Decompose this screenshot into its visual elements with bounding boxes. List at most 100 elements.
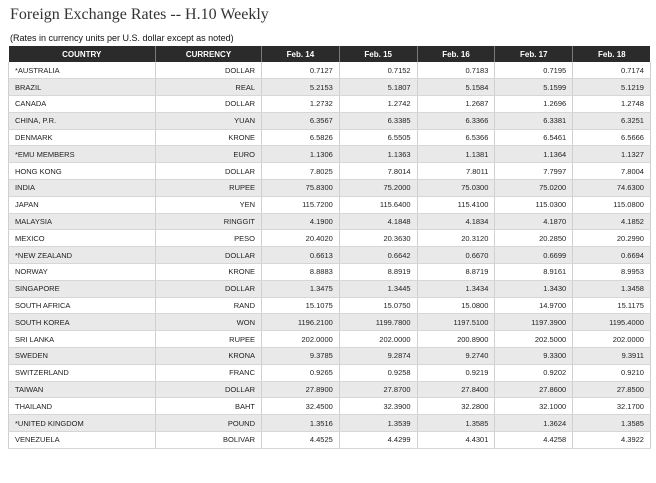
rate-cell: 1195.4000 (572, 313, 651, 332)
currency-cell: KRONE (155, 129, 262, 147)
rate-cell: 5.1584 (417, 78, 496, 97)
table-row: THAILAND BAHT 32.4500 32.3900 32.2800 32.1000… (8, 397, 651, 416)
rate-cell: 202.0000 (261, 330, 340, 349)
exchange-rates-table: COUNTRY CURRENCY Feb. 14 Feb. 15 Feb. 16… (8, 46, 651, 449)
rate-cell: 20.3120 (417, 229, 496, 248)
table-row: TAIWAN DOLLAR 27.8900 27.8700 27.8400 27.8600… (8, 381, 651, 399)
rate-cell: 1.1306 (261, 145, 340, 164)
rate-cell: 8.8919 (339, 263, 418, 281)
country-cell: MEXICO (8, 229, 156, 248)
country-cell: SOUTH KOREA (8, 313, 156, 332)
rate-cell: 0.6642 (339, 246, 418, 265)
rate-cell: 0.9219 (417, 364, 496, 382)
table-row: MEXICO PESO 20.4020 20.3630 20.3120 20.2850 20… (8, 229, 651, 248)
country-cell: CANADA (8, 95, 156, 113)
rate-cell: 75.8300 (261, 179, 340, 197)
rate-cell: 1.3624 (494, 414, 574, 433)
rate-cell: 1.1363 (339, 145, 418, 164)
rate-cell: 20.2990 (572, 229, 651, 248)
table-row: SWITZERLAND FRANC 0.9265 0.9258 0.9219 0.9202… (8, 364, 651, 382)
rate-cell: 1.3539 (339, 414, 418, 433)
table-body: *AUSTRALIA DOLLAR 0.7127 0.7152 0.7183 0.7195… (8, 62, 651, 449)
table-row: DENMARK KRONE 6.5826 6.5505 6.5366 6.5461 6.56… (8, 129, 651, 147)
rate-cell: 0.6694 (572, 246, 651, 265)
table-row: SRI LANKA RUPEE 202.0000 202.0000 200.8900 20… (8, 330, 651, 349)
rate-cell: 4.4258 (494, 431, 574, 449)
currency-cell: EURO (155, 145, 262, 164)
rate-cell: 0.9258 (339, 364, 418, 382)
table-row: INDIA RUPEE 75.8300 75.2000 75.0300 75.0200 74… (8, 179, 651, 197)
rate-cell: 6.5366 (417, 129, 496, 147)
rate-cell: 4.1834 (417, 213, 496, 231)
rate-cell: 8.8719 (417, 263, 496, 281)
table-row: NORWAY KRONE 8.8883 8.8919 8.8719 8.9161 8.995… (8, 263, 651, 281)
rate-cell: 1.3458 (572, 280, 651, 298)
table-row: VENEZUELA BOLIVAR 4.4525 4.4299 4.4301 4.4258… (8, 431, 651, 449)
rate-cell: 6.5505 (339, 129, 418, 147)
currency-cell: RUPEE (155, 179, 262, 197)
rate-cell: 32.3900 (339, 397, 418, 416)
country-cell: TAIWAN (8, 381, 156, 399)
rate-cell: 20.4020 (261, 229, 340, 248)
currency-cell: POUND (155, 414, 262, 433)
country-cell: *UNITED KINGDOM (8, 414, 156, 433)
currency-cell: DOLLAR (155, 280, 262, 298)
currency-cell: FRANC (155, 364, 262, 382)
rate-cell: 115.0300 (494, 196, 574, 214)
rate-cell: 8.9161 (494, 263, 574, 281)
country-cell: DENMARK (8, 129, 156, 147)
country-cell: VENEZUELA (8, 431, 156, 449)
rate-cell: 6.3381 (494, 112, 574, 130)
table-row: JAPAN YEN 115.7200 115.6400 115.4100 115.0300… (8, 196, 651, 214)
rate-cell: 27.8500 (572, 381, 651, 399)
rate-cell: 9.3300 (494, 347, 574, 365)
country-cell: SWITZERLAND (8, 364, 156, 382)
rate-cell: 1197.3900 (494, 313, 574, 332)
table-header-row: COUNTRY CURRENCY Feb. 14 Feb. 15 Feb. 16… (8, 46, 651, 62)
rate-cell: 0.7183 (417, 62, 496, 80)
rate-cell: 7.8014 (339, 162, 418, 181)
rate-cell: 9.2740 (417, 347, 496, 365)
currency-cell: KRONE (155, 263, 262, 281)
currency-cell: DOLLAR (155, 95, 262, 113)
table-row: CHINA, P.R. YUAN 6.3567 6.3385 6.3366 6.3381 6… (8, 112, 651, 130)
rate-cell: 75.0200 (494, 179, 574, 197)
rate-cell: 0.6613 (261, 246, 340, 265)
rate-cell: 4.1852 (572, 213, 651, 231)
column-header-date: Feb. 16 (417, 46, 496, 62)
rate-cell: 27.8400 (417, 381, 496, 399)
currency-cell: REAL (155, 78, 262, 97)
currency-cell: PESO (155, 229, 262, 248)
currency-cell: YUAN (155, 112, 262, 130)
rate-cell: 8.8883 (261, 263, 340, 281)
rate-cell: 1197.5100 (417, 313, 496, 332)
country-cell: *AUSTRALIA (8, 62, 156, 80)
table-row: *UNITED KINGDOM POUND 1.3516 1.3539 1.3585 1.… (8, 414, 651, 433)
table-row: SOUTH AFRICA RAND 15.1075 15.0750 15.0800 14.… (8, 297, 651, 315)
rate-cell: 115.6400 (339, 196, 418, 214)
rate-cell: 4.3922 (572, 431, 651, 449)
table-row: SINGAPORE DOLLAR 1.3475 1.3445 1.3434 1.3430 1… (8, 280, 651, 298)
rate-cell: 6.3567 (261, 112, 340, 130)
rate-cell: 1.3516 (261, 414, 340, 433)
rate-cell: 32.1000 (494, 397, 574, 416)
column-header-date: Feb. 17 (494, 46, 574, 62)
column-header-date: Feb. 15 (339, 46, 418, 62)
rate-cell: 7.7997 (494, 162, 574, 181)
rate-cell: 1.1327 (572, 145, 651, 164)
rate-cell: 4.1848 (339, 213, 418, 231)
currency-cell: DOLLAR (155, 246, 262, 265)
rate-cell: 8.9953 (572, 263, 651, 281)
country-cell: BRAZIL (8, 78, 156, 97)
table-row: *AUSTRALIA DOLLAR 0.7127 0.7152 0.7183 0.7195… (8, 62, 651, 80)
rate-cell: 4.1870 (494, 213, 574, 231)
country-cell: SOUTH AFRICA (8, 297, 156, 315)
currency-cell: KRONA (155, 347, 262, 365)
rate-cell: 32.2800 (417, 397, 496, 416)
rate-cell: 115.4100 (417, 196, 496, 214)
page-subtitle: (Rates in currency units per U.S. dollar… (10, 33, 234, 43)
column-header-date: Feb. 14 (261, 46, 340, 62)
rate-cell: 1.3475 (261, 280, 340, 298)
rate-cell: 6.3366 (417, 112, 496, 130)
